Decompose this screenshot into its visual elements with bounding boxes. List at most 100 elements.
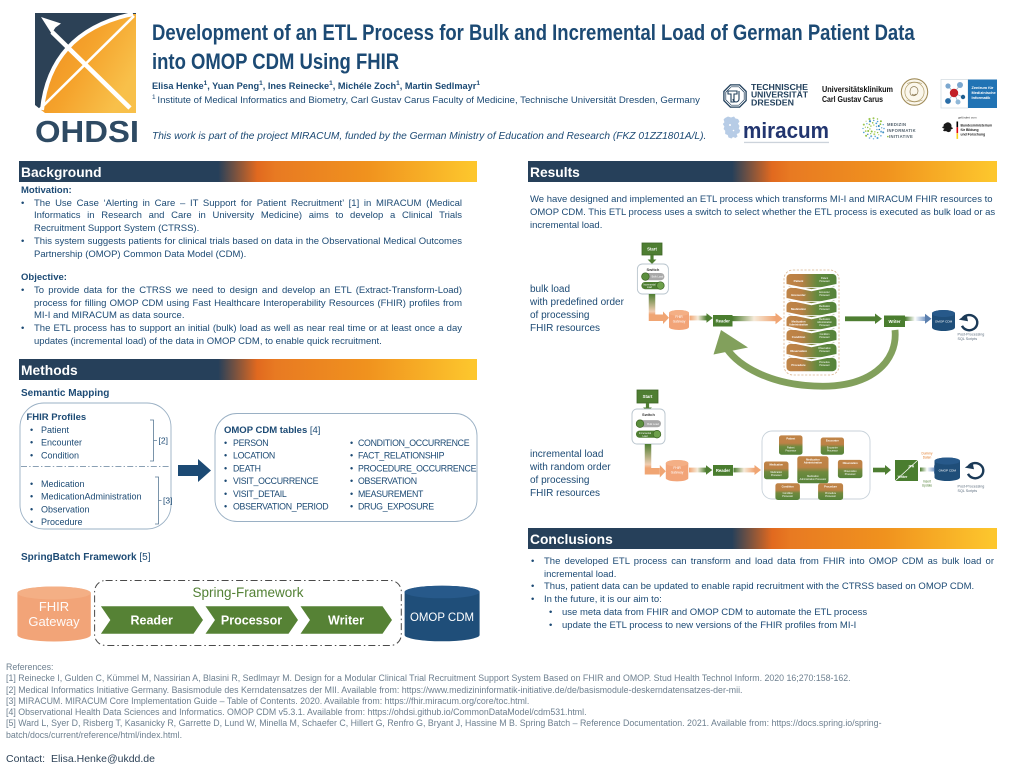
svg-text:Patient: Patient — [41, 425, 70, 435]
svg-text:Universitätsklinikum: Universitätsklinikum — [822, 85, 893, 94]
svg-text:INFORMATIK: INFORMATIK — [887, 128, 916, 133]
svg-text:Procedure: Procedure — [824, 485, 837, 489]
svg-text:Incremental: Incremental — [639, 432, 651, 435]
svg-text:Bulk Load: Bulk Load — [647, 422, 659, 426]
svg-text:Processor: Processor — [819, 280, 830, 283]
svg-text:Post-Processing: Post-Processing — [958, 333, 985, 337]
svg-text:Processor: Processor — [819, 308, 830, 311]
svg-text:Encounter: Encounter — [826, 439, 839, 443]
svg-text:MEDIZIN: MEDIZIN — [887, 122, 906, 127]
svg-text:Dummy: Dummy — [922, 452, 933, 456]
svg-text:Administration: Administration — [817, 321, 832, 324]
svg-text:INITIATIVE: INITIATIVE — [889, 134, 913, 139]
svg-text:Writer: Writer — [898, 475, 908, 479]
svg-text:FHIR: FHIR — [675, 315, 683, 319]
svg-text:Reader: Reader — [716, 318, 731, 323]
svg-text:Administration Processor: Administration Processor — [800, 478, 827, 481]
svg-text:MEASUREMENT: MEASUREMENT — [358, 489, 424, 499]
svg-text:FACT_RELATIONSHIP: FACT_RELATIONSHIP — [358, 451, 445, 461]
svg-text:Administration: Administration — [789, 323, 808, 327]
svg-text:Medication: Medication — [791, 319, 805, 323]
svg-text:OMOP CDM: OMOP CDM — [939, 468, 957, 472]
svg-text:Processor: Processor — [819, 336, 830, 339]
svg-text:Medication: Medication — [41, 479, 85, 489]
svg-text:Medizinische: Medizinische — [972, 90, 997, 95]
svg-text:•: • — [30, 479, 33, 489]
svg-text:•: • — [350, 489, 353, 499]
svg-text:Processor: Processor — [771, 474, 782, 477]
svg-text:DEATH: DEATH — [233, 463, 261, 473]
svg-text:Encounter: Encounter — [41, 438, 82, 448]
svg-text:•: • — [30, 504, 33, 514]
svg-text:JPA: JPA — [908, 465, 915, 469]
svg-text:Medication: Medication — [806, 457, 820, 461]
svg-text:Observation: Observation — [843, 461, 859, 465]
svg-text:•: • — [30, 517, 33, 527]
svg-text:FHIR: FHIR — [673, 466, 681, 470]
svg-text:Switch: Switch — [646, 267, 659, 272]
svg-text:Bundesministerium: Bundesministerium — [961, 124, 993, 128]
svg-text:Spring-Framework: Spring-Framework — [192, 585, 303, 600]
svg-text:Carl Gustav Carus: Carl Gustav Carus — [822, 95, 883, 104]
svg-text:OMOP CDM: OMOP CDM — [410, 610, 474, 624]
svg-text:Procedure: Procedure — [819, 361, 830, 364]
svg-text:Start: Start — [643, 394, 653, 399]
svg-text:Administration: Administration — [804, 460, 823, 464]
svg-text:Encounter: Encounter — [819, 291, 830, 294]
svg-text:Zentrum für: Zentrum für — [972, 85, 994, 90]
svg-text:Writer: Writer — [328, 614, 364, 628]
svg-text:Procedure: Procedure — [41, 517, 83, 527]
svg-text:gefördert vom: gefördert vom — [958, 116, 977, 120]
svg-text:Encounter: Encounter — [827, 447, 838, 450]
svg-text:Informatik: Informatik — [972, 95, 992, 100]
svg-text:Writer: Writer — [888, 319, 900, 324]
svg-text:MedicationAdministration: MedicationAdministration — [41, 492, 142, 502]
svg-text:PERSON: PERSON — [233, 438, 268, 448]
svg-text:Medication: Medication — [769, 463, 783, 467]
svg-text:miracum: miracum — [743, 118, 829, 143]
svg-text:•: • — [350, 438, 353, 448]
svg-text:•: • — [30, 492, 33, 502]
svg-text:Condition: Condition — [783, 492, 794, 495]
svg-text:•: • — [224, 489, 227, 499]
svg-text:Observation: Observation — [790, 349, 807, 353]
svg-text:•: • — [224, 438, 227, 448]
svg-text:TECHNISCHE: TECHNISCHE — [751, 83, 809, 92]
svg-text:•: • — [350, 476, 353, 486]
svg-text:Patient: Patient — [821, 277, 829, 280]
svg-text:Encounter: Encounter — [791, 293, 806, 297]
svg-text:OBSERVATION_PERIOD: OBSERVATION_PERIOD — [233, 502, 328, 512]
svg-text:•: • — [224, 476, 227, 486]
svg-text:Processor: Processor — [819, 364, 830, 367]
svg-text:•: • — [350, 451, 353, 461]
svg-text:Medication: Medication — [807, 475, 819, 478]
svg-text:Medication: Medication — [819, 318, 831, 321]
svg-text:Medication: Medication — [770, 471, 782, 474]
svg-text:für Bildung: für Bildung — [961, 128, 979, 132]
svg-text:PROCEDURE_OCCURRENCE: PROCEDURE_OCCURRENCE — [358, 463, 477, 473]
svg-text:Processor: Processor — [825, 495, 836, 498]
svg-text:OBSERVATION: OBSERVATION — [358, 476, 417, 486]
svg-text:Insert: Insert — [923, 480, 931, 484]
svg-text:Observation: Observation — [818, 347, 831, 350]
svg-text:Procedure: Procedure — [825, 492, 837, 495]
svg-text:Patient: Patient — [786, 437, 795, 441]
svg-text:•: • — [30, 438, 33, 448]
svg-text:OMOP CDM: OMOP CDM — [935, 320, 953, 324]
svg-text:SQL Scripts: SQL Scripts — [958, 489, 978, 493]
svg-text:SQL Scripts: SQL Scripts — [958, 337, 978, 341]
svg-text:Reader: Reader — [131, 614, 174, 628]
svg-text:Reader: Reader — [716, 468, 731, 473]
svg-text:Observation: Observation — [41, 504, 90, 514]
svg-text:Patient: Patient — [794, 279, 804, 283]
svg-text:Daten: Daten — [923, 456, 932, 460]
svg-text:Gateway: Gateway — [28, 614, 80, 629]
svg-text:•: • — [224, 502, 227, 512]
svg-text:OHDSI: OHDSI — [35, 114, 139, 144]
svg-text:VISIT_DETAIL: VISIT_DETAIL — [233, 489, 287, 499]
svg-text:Gateway: Gateway — [673, 319, 686, 323]
svg-text:VISIT_OCCURRENCE: VISIT_OCCURRENCE — [233, 476, 319, 486]
svg-text:DRUG_EXPOSURE: DRUG_EXPOSURE — [358, 502, 434, 512]
svg-text:FHIR Profiles: FHIR Profiles — [27, 412, 87, 423]
svg-text:Medication: Medication — [791, 307, 806, 311]
